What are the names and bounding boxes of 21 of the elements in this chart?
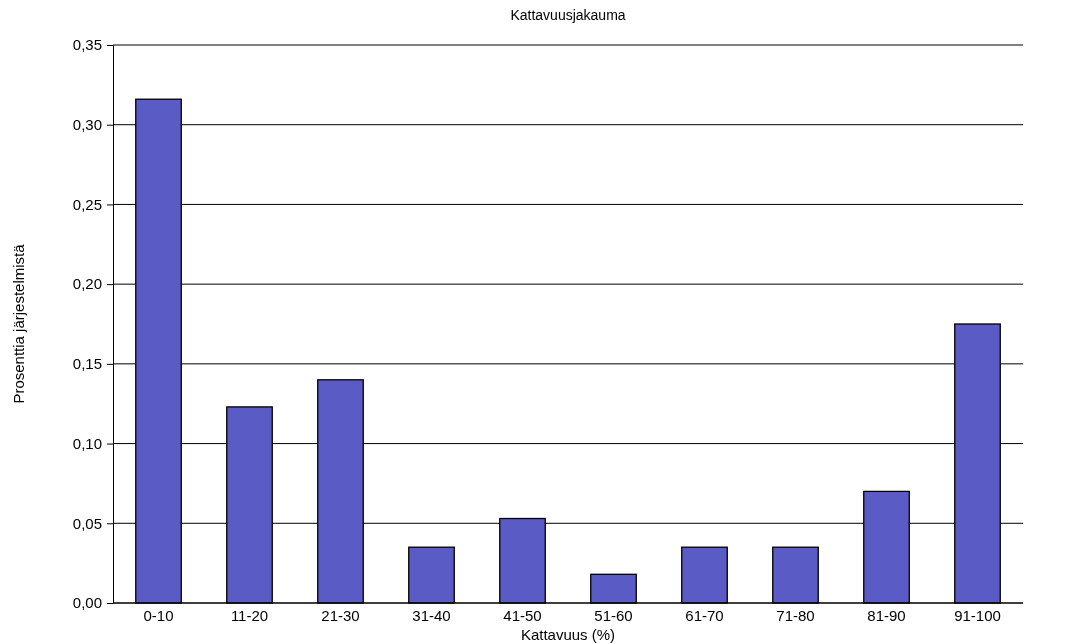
- y-tick-label: 0,00: [72, 594, 102, 612]
- x-tick-label: 91-100: [954, 606, 1001, 624]
- x-tick-label: 31-40: [412, 606, 451, 624]
- y-axis-title: Prosenttia järjestelmistä: [10, 243, 27, 404]
- y-tick-label: 0,30: [72, 116, 102, 134]
- y-tick-label: 0,10: [72, 434, 102, 452]
- x-tick-label: 61-70: [685, 606, 724, 624]
- x-tick-label: 41-50: [503, 606, 542, 624]
- y-tick-label: 0,25: [72, 195, 102, 213]
- chart-title: Kattavuusjakauma: [510, 7, 626, 23]
- x-tick-label: 81-90: [867, 606, 906, 624]
- y-tick-label: 0,20: [72, 275, 102, 293]
- x-tick-label: 11-20: [230, 606, 269, 624]
- x-axis-title: Kattavuus (%): [520, 626, 616, 643]
- x-tick-label: 71-80: [776, 606, 815, 624]
- y-tick-label: 0,35: [72, 36, 102, 54]
- x-tick-label: 51-60: [594, 606, 633, 624]
- x-tick-label: 21-30: [321, 606, 360, 624]
- y-tick-label: 0,05: [72, 514, 102, 532]
- x-tick-label: 0-10: [143, 606, 174, 624]
- y-tick-label: 0,15: [72, 355, 102, 373]
